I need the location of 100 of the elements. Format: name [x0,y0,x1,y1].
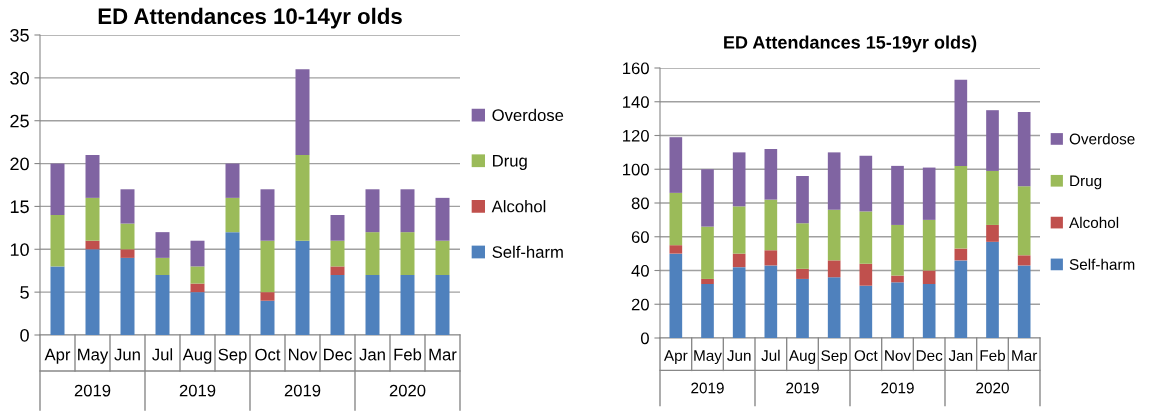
bar [260,292,275,301]
x-tick-label: Aug [788,350,816,365]
bar [190,292,205,335]
x-tick-label: Jun [114,348,140,361]
bar [225,163,240,198]
bar [1017,111,1031,187]
x-tick-label: May [78,348,109,364]
bar [891,165,904,225]
bar [669,192,683,246]
bar [922,167,936,220]
bar [891,282,904,338]
text: 2019 [691,382,724,394]
bar [330,266,345,275]
bar [435,240,450,275]
x-tick-label: May [694,350,722,365]
bar [260,240,275,293]
bar [435,275,450,335]
x-tick-label: Dec [324,348,352,361]
bar [954,165,968,249]
y-tick-label: 160 [623,62,649,75]
bar [922,270,936,284]
bar [796,278,809,338]
bar [330,215,345,241]
bar [85,197,100,241]
bar [400,232,415,275]
bar [50,266,65,335]
bar [120,223,135,250]
text: 2019 [786,382,819,394]
bar [120,249,135,258]
bar [701,169,714,227]
legend-label: Overdose [1069,133,1135,145]
bar [891,275,904,283]
bar [796,223,809,269]
text: 2019 [179,384,216,397]
bar [85,240,100,250]
bar [764,199,778,251]
bar [295,155,310,241]
bar [764,250,778,266]
bar [764,149,778,200]
bar [764,265,778,338]
bar [365,189,380,233]
bar [1017,186,1031,256]
x-tick-label: Mar [1012,350,1038,361]
x-tick-label: Jan [948,350,973,361]
x-tick-label: Nov [289,348,318,361]
y-tick-label: 10 [10,243,29,257]
bar [859,263,873,286]
bar [155,275,170,335]
bar [120,189,135,224]
chart-title: ED Attendances 10-14yr olds [98,7,402,29]
y-tick-label: 0 [640,332,649,345]
bar [701,226,714,279]
x-tick-label: Oct [255,348,281,361]
x-tick-label: Feb [980,349,1006,361]
text: 2019 [284,384,321,397]
legend-label: Overdose [492,108,564,122]
legend-label: Alcohol [491,200,546,213]
x-tick-label: Apr [663,350,688,365]
bar [190,283,205,293]
bar [922,284,936,338]
bar [732,152,746,207]
bar [365,232,380,275]
y-tick-label: 35 [10,28,29,42]
text: 2020 [389,384,426,397]
bar [1017,255,1031,266]
bar [190,240,205,267]
y-tick-label: 140 [623,96,649,108]
bar [295,240,310,335]
bar [260,189,275,241]
y-tick-label: 60 [631,231,649,243]
x-tick-label: Jul [761,349,780,361]
y-tick-label: 20 [631,298,649,311]
bar [50,163,65,215]
y-tick-label: 40 [631,264,649,277]
x-tick-label: Mar [429,348,457,361]
bar [669,253,683,338]
bar [155,257,170,275]
bar [796,268,809,279]
bar [732,267,746,338]
legend-label: Self-harm [1069,258,1135,270]
bar [400,275,415,335]
bar [295,69,310,155]
bar [986,110,999,171]
bar [225,232,240,335]
y-tick-label: 120 [623,129,649,142]
y-tick-label: 100 [623,163,649,176]
y-tick-label: 25 [10,114,29,128]
bar [260,300,275,335]
bar [954,79,968,166]
y-tick-label: 15 [10,200,29,214]
bar [435,197,450,241]
bar [891,224,904,276]
bar [330,240,345,267]
bar [859,155,873,212]
bar [120,257,135,335]
y-tick-label: 20 [10,157,29,171]
x-tick-label: Nov [885,350,912,361]
bar [986,170,999,225]
bar [827,277,841,338]
bar [85,155,100,198]
